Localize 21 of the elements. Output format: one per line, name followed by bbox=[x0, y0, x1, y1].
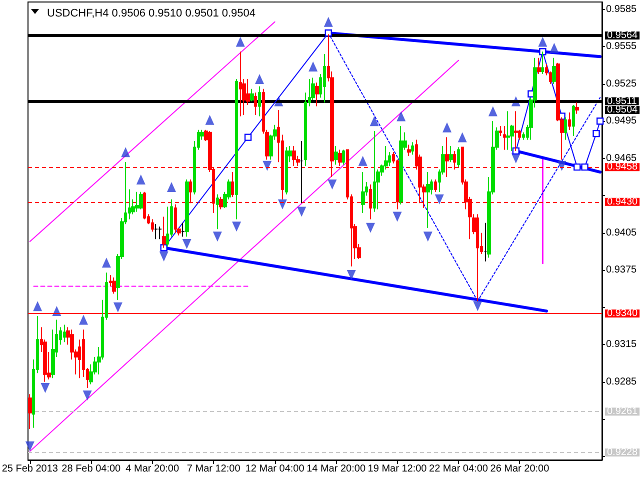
y-tick-label: 0.9375 bbox=[606, 264, 638, 276]
ref-line-label: 0.9430 bbox=[607, 196, 638, 208]
y-tick-label: 0.9495 bbox=[606, 116, 638, 127]
y-tick-label: 0.9285 bbox=[606, 376, 638, 388]
x-tick-label: 14 Mar 20:00 bbox=[306, 464, 366, 474]
ref-line-label: 0.9511 bbox=[607, 96, 638, 107]
y-tick-label: 0.9525 bbox=[606, 78, 638, 90]
x-tick-label: 7 Mar 12:00 bbox=[186, 464, 241, 474]
x-tick-label: 12 Mar 04:00 bbox=[245, 464, 305, 474]
y-tick-label: 0.9555 bbox=[606, 41, 638, 52]
y-tick-label: 0.9465 bbox=[606, 152, 638, 164]
text: USDCHF,H4 0.9506 0.9510 0.9501 0.9504 bbox=[47, 8, 256, 20]
x-tick-label: 26 Mar 20:00 bbox=[490, 464, 550, 474]
y-tick-label: 0.9315 bbox=[606, 339, 638, 350]
x-tick-label: 4 Mar 20:00 bbox=[126, 464, 180, 474]
x-tick-label: 19 Mar 12:00 bbox=[368, 464, 428, 474]
y-tick-label: 0.9405 bbox=[606, 227, 638, 238]
x-tick-label: 28 Feb 04:00 bbox=[62, 464, 122, 474]
y-tick-label: 0.9585 bbox=[606, 4, 638, 15]
x-tick-label: 25 Feb 2013 bbox=[2, 464, 58, 474]
x-tick-label: 22 Mar 04:00 bbox=[429, 464, 488, 474]
